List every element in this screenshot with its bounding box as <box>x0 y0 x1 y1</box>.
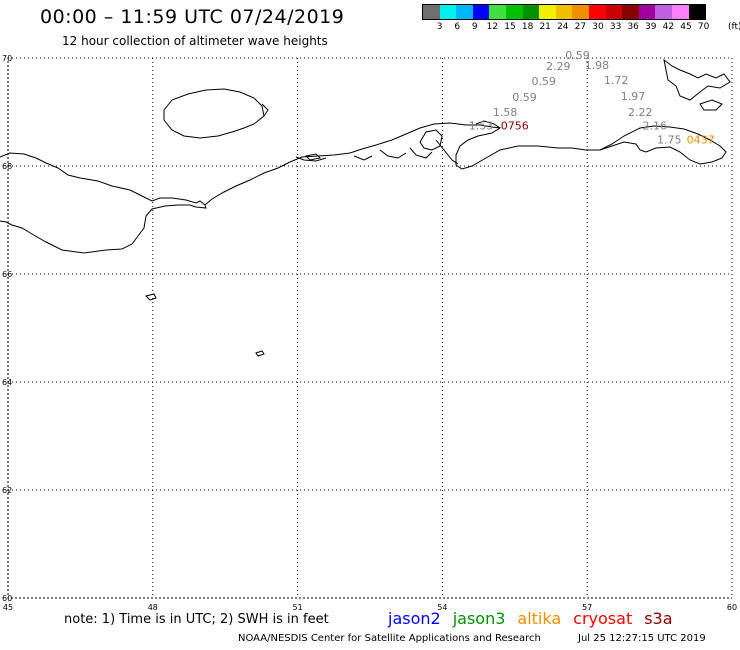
latitude-label: 62 <box>2 486 12 495</box>
wave-height-label: 1.98 <box>585 59 610 72</box>
scale-label: 21 <box>539 22 551 32</box>
longitude-label: 57 <box>582 603 592 612</box>
longitude-label: 48 <box>148 603 158 612</box>
scale-label: 70 <box>697 22 710 32</box>
wave-height-label: 0.59 <box>512 91 537 104</box>
scale-label: 12 <box>486 22 499 32</box>
latitude-label: 60 <box>2 594 12 603</box>
scale-label: 18 <box>521 22 534 32</box>
scale-swatch <box>439 5 457 19</box>
scale-label: 36 <box>627 22 639 32</box>
mainland-coastline-east <box>204 122 727 206</box>
scale-swatch <box>572 5 589 19</box>
coastline <box>0 58 731 357</box>
bay-outline <box>419 129 443 151</box>
altimeter-observations: 0.592.29 1.980.59 1.720.59 1.971.58 2.222.16… <box>469 49 715 146</box>
wave-height-label: 0.59 <box>532 75 557 88</box>
scale-label: 6 <box>454 22 461 32</box>
scale-swatch <box>588 5 606 19</box>
scale-swatch <box>472 5 490 19</box>
scale-label: 39 <box>645 22 657 32</box>
color-scale-swatches <box>422 4 707 20</box>
wave-height-label: 1.97 <box>621 90 646 103</box>
scale-swatch <box>555 5 573 19</box>
satellite-legend-jason3: jason3 <box>452 609 506 628</box>
satellite-legend: jason2 jason3 altika cryosat s3a <box>388 609 685 628</box>
scale-label: 24 <box>557 22 569 32</box>
small-island-4 <box>475 120 501 129</box>
scale-label: 45 <box>680 22 692 32</box>
coast-inlet <box>295 139 459 165</box>
satellite-legend-s3a: s3a <box>644 609 673 628</box>
generation-timestamp: Jul 25 12:27:15 UTC 2019 <box>578 633 706 644</box>
satellite-legend-altika: altika <box>517 609 562 628</box>
scale-swatch <box>655 5 672 19</box>
scale-swatch <box>522 5 540 19</box>
wave-height-label: 0437 <box>687 133 715 146</box>
scale-swatch <box>423 5 440 19</box>
wave-height-label: 0756 <box>501 119 529 132</box>
scale-swatch <box>456 5 473 19</box>
credit-line: NOAA/NESDIS Center for Satellite Applica… <box>238 633 706 644</box>
scale-label: 15 <box>504 22 516 32</box>
scale-swatch <box>539 5 556 19</box>
color-scale-unit: (ft) <box>728 22 740 32</box>
scale-swatch <box>638 5 656 19</box>
footnote: note: 1) Time is in UTC; 2) SWH is in fe… <box>64 612 329 627</box>
satellite-legend-cryosat: cryosat <box>573 609 633 628</box>
map-frame <box>7 57 733 599</box>
longitude-label: 51 <box>293 603 303 612</box>
scale-swatch <box>489 5 506 19</box>
latitude-label: 70 <box>2 54 12 63</box>
wave-height-label: 2.22 <box>628 106 653 119</box>
longitude-label: 60 <box>727 603 737 612</box>
longitude-label: 54 <box>437 603 447 612</box>
scale-label: 42 <box>662 22 675 32</box>
islet <box>261 103 269 117</box>
satellite-legend-jason2: jason2 <box>388 609 441 628</box>
cape-outline <box>599 141 641 151</box>
mainland-coastline <box>0 152 207 254</box>
color-scale-labels: 3 6 9 12 15 18 21 24 27 30 33 36 39 42 45 70 <box>422 22 710 34</box>
credit-text: NOAA/NESDIS Center for Satellite Applica… <box>238 633 541 644</box>
northeast-islet <box>699 99 723 111</box>
axis-labels: 45 48 51 54 57 60 60 62 64 66 68 70 <box>2 54 737 612</box>
small-island-3 <box>304 153 322 161</box>
wave-height-label: 2.16 <box>643 119 668 132</box>
scale-swatch <box>622 5 639 19</box>
small-island-2 <box>255 350 265 357</box>
scale-label: 3 <box>436 22 443 32</box>
wave-height-label: 1.58 <box>493 106 518 119</box>
latitude-label: 68 <box>2 162 12 171</box>
scale-label: 33 <box>609 22 622 32</box>
scale-swatch <box>605 5 623 19</box>
longitude-label: 45 <box>3 603 13 612</box>
scale-swatch <box>671 5 689 19</box>
northeast-islands <box>663 58 731 101</box>
small-island-1 <box>145 293 157 301</box>
wave-height-label: 1.72 <box>604 74 629 87</box>
scale-swatch <box>688 5 706 19</box>
kolguev-island <box>163 88 265 139</box>
map-title: 00:00 – 11:59 UTC 07/24/2019 <box>40 6 345 28</box>
wave-height-label: 1.75 <box>657 133 682 146</box>
wave-height-label: 0.59 <box>565 49 590 62</box>
scale-label: 30 <box>592 22 604 32</box>
map-subtitle: 12 hour collection of altimeter wave hei… <box>62 34 328 48</box>
lat-lon-grid <box>7 57 733 599</box>
scale-label: 9 <box>471 22 478 32</box>
latitude-label: 64 <box>2 378 12 387</box>
latitude-label: 66 <box>2 270 12 279</box>
scale-swatch <box>505 5 523 19</box>
wave-height-label: 1.53 <box>469 119 494 132</box>
scale-label: 27 <box>574 22 587 32</box>
wave-height-label: 2.29 <box>546 60 571 73</box>
